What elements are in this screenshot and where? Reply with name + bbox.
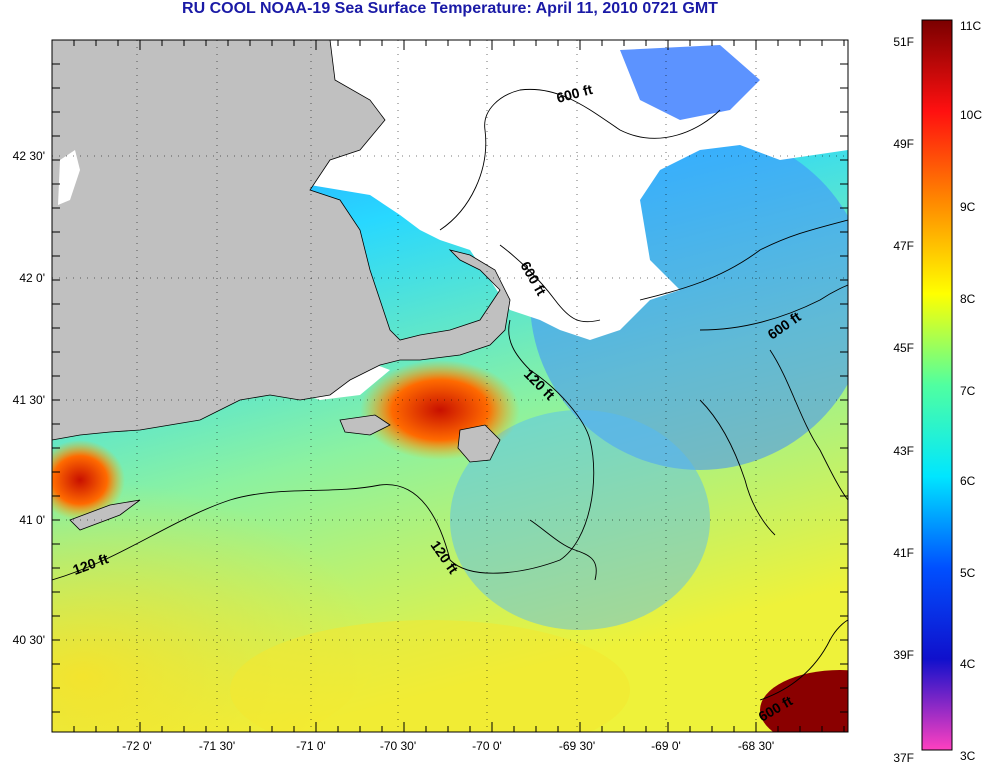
colorbar-c-label: 4C xyxy=(960,657,976,671)
colorbar-f-label: 37F xyxy=(893,751,914,765)
contour-600ft-cape xyxy=(499,244,601,323)
x-tick-label: -72 0' xyxy=(122,739,152,753)
contour-120ft xyxy=(52,319,595,581)
x-tick-label: -71 0' xyxy=(296,739,326,753)
contour-600ft-north xyxy=(439,88,721,231)
y-tick-label: 41 30' xyxy=(13,393,45,407)
colorbar-f-label: 41F xyxy=(893,546,914,560)
colorbar-f-label: 49F xyxy=(893,137,914,151)
cloud-gap-cold-patch xyxy=(620,45,760,120)
map-title: RU COOL NOAA-19 Sea Surface Temperature:… xyxy=(182,0,718,17)
colorbar-f-label: 47F xyxy=(893,239,914,253)
colorbar-gradient xyxy=(921,19,953,751)
y-tick-label: 41 0' xyxy=(19,513,45,527)
x-tick-label: -70 0' xyxy=(472,739,502,753)
y-axis-labels: 42 30' 42 0' 41 30' 41 0' 40 30' xyxy=(13,149,45,647)
colorbar-f-label: 51F xyxy=(893,35,914,49)
marthas-vineyard-island xyxy=(339,414,391,436)
celsius-labels: 11C 10C 9C 8C 7C 6C 5C 4C 3C xyxy=(960,19,982,763)
inland-cloud-spot xyxy=(58,150,80,205)
colorbar-c-label: 10C xyxy=(960,108,982,122)
colorbar-f-label: 43F xyxy=(893,444,914,458)
cloud-mask-region xyxy=(310,40,848,340)
bathymetry-contours xyxy=(52,88,848,701)
x-tick-label: -69 30' xyxy=(559,739,595,753)
nantucket-island xyxy=(457,424,501,463)
warm-nearshore-patch xyxy=(52,440,125,520)
block-island-area xyxy=(69,499,141,531)
fahrenheit-labels: 51F 49F 47F 45F 43F 41F 39F 37F xyxy=(893,35,914,765)
contour-georges-bank xyxy=(769,349,848,501)
warm-southern-water xyxy=(230,620,630,732)
colorbar-c-label: 6C xyxy=(960,474,976,488)
x-tick-label: -69 0' xyxy=(651,739,681,753)
y-tick-label: 42 0' xyxy=(19,271,45,285)
temperature-colorbar: 51F 49F 47F 45F 43F 41F 39F 37F 11C 10C … xyxy=(893,19,982,765)
y-tick-label: 40 30' xyxy=(13,633,45,647)
colorbar-c-label: 5C xyxy=(960,566,976,580)
colorbar-f-label: 39F xyxy=(893,648,914,662)
colorbar-c-label: 3C xyxy=(960,749,976,763)
contour-600ft-east xyxy=(699,284,848,331)
x-axis-labels: -72 0' -71 30' -71 0' -70 30' -70 0' -69… xyxy=(122,739,774,753)
new-england-land xyxy=(52,40,511,441)
colorbar-c-label: 7C xyxy=(960,384,976,398)
x-tick-label: -68 30' xyxy=(738,739,774,753)
gulf-stream-warm-water xyxy=(760,670,848,732)
axis-ticks xyxy=(51,39,848,732)
y-tick-label: 42 30' xyxy=(13,149,45,163)
map-plot-area: 600 ft 600 ft 600 ft 120 ft 120 ft 120 f… xyxy=(52,40,848,732)
contour-shoals xyxy=(529,519,597,581)
cool-water-region xyxy=(450,410,710,630)
x-tick-label: -70 30' xyxy=(380,739,416,753)
colorbar-c-label: 11C xyxy=(960,19,981,33)
colorbar-c-label: 8C xyxy=(960,292,976,306)
colorbar-c-label: 9C xyxy=(960,200,976,214)
colorbar-f-label: 45F xyxy=(893,341,914,355)
x-tick-label: -71 30' xyxy=(199,739,235,753)
contour-bank-edge xyxy=(699,399,776,536)
contour-600ft-gulf xyxy=(639,219,848,301)
map-frame xyxy=(51,39,849,733)
